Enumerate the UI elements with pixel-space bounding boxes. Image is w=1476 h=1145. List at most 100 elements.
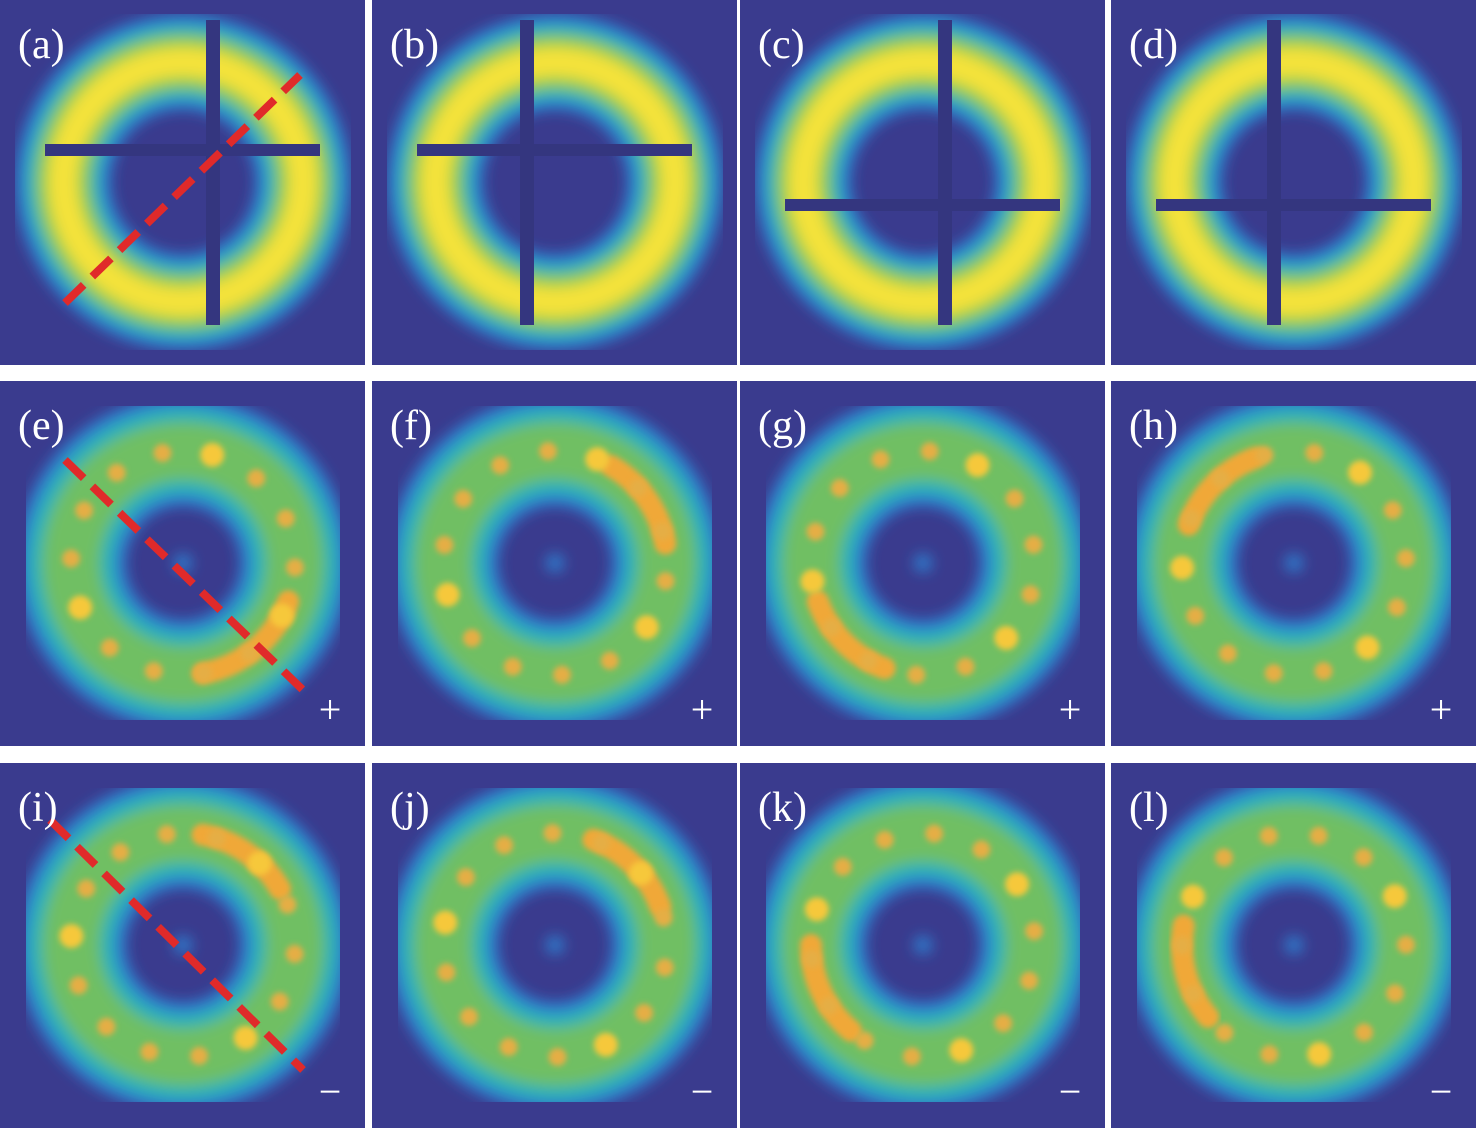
ring-layer xyxy=(420,47,690,317)
spot xyxy=(1170,555,1195,580)
spot xyxy=(59,924,84,949)
panel-label: (a) xyxy=(18,22,65,68)
spot xyxy=(925,824,944,843)
spot xyxy=(200,442,225,467)
panel: (a) xyxy=(0,0,365,365)
spot xyxy=(654,908,673,927)
spot xyxy=(543,824,562,843)
spot xyxy=(460,1007,479,1026)
spot xyxy=(1024,535,1043,554)
spot xyxy=(69,976,88,995)
spot xyxy=(1354,848,1373,867)
center-dot xyxy=(1285,936,1303,954)
panel-sign: − xyxy=(319,1069,342,1114)
spot xyxy=(1020,971,1039,990)
panel-sign: − xyxy=(1430,1069,1453,1114)
panel-label: (e) xyxy=(18,403,65,449)
center-dot xyxy=(546,936,564,954)
spot xyxy=(75,501,94,520)
center-dot xyxy=(914,936,932,954)
spot xyxy=(1182,509,1201,528)
spot xyxy=(859,651,878,670)
spot xyxy=(1386,984,1405,1003)
spot xyxy=(902,1047,921,1066)
spot xyxy=(1348,460,1373,485)
spot xyxy=(233,1025,258,1050)
spot xyxy=(1180,884,1205,909)
center-dot xyxy=(174,936,192,954)
cut xyxy=(785,199,1060,211)
ring xyxy=(1126,14,1462,350)
panel: (h) + xyxy=(1111,381,1476,746)
spot xyxy=(806,522,825,541)
spot xyxy=(1264,664,1283,683)
spot xyxy=(1005,872,1030,897)
spot xyxy=(1383,501,1402,520)
spot xyxy=(656,572,675,591)
spot xyxy=(153,443,172,462)
spot xyxy=(539,442,558,461)
spot xyxy=(1214,848,1233,867)
panel-label: (i) xyxy=(18,785,58,831)
spot xyxy=(819,996,838,1015)
spot xyxy=(144,662,163,681)
panel-label: (h) xyxy=(1129,403,1178,449)
spot xyxy=(62,549,81,568)
spot xyxy=(593,1032,618,1057)
spot xyxy=(503,657,522,676)
spot xyxy=(1355,1023,1374,1042)
spot xyxy=(1025,922,1044,941)
panel-label: (j) xyxy=(390,785,430,831)
spot xyxy=(1260,1045,1279,1064)
spot xyxy=(635,1003,654,1022)
ring xyxy=(755,14,1091,350)
spot xyxy=(1382,884,1407,909)
spot xyxy=(1218,644,1237,663)
spot xyxy=(871,450,890,469)
spot xyxy=(207,829,226,848)
spot xyxy=(1173,936,1192,955)
spot xyxy=(833,857,852,876)
spot xyxy=(456,868,475,887)
spot xyxy=(111,843,130,862)
spot xyxy=(1021,585,1040,604)
spot xyxy=(240,644,259,663)
spot xyxy=(247,851,272,876)
spot xyxy=(855,1031,874,1050)
spot xyxy=(802,949,821,968)
spot xyxy=(548,1047,567,1066)
panel: (b) xyxy=(372,0,737,365)
spot xyxy=(552,665,571,684)
spot xyxy=(1259,826,1278,845)
spot xyxy=(499,1037,518,1056)
spot xyxy=(994,1014,1013,1033)
panel: (c) xyxy=(740,0,1105,365)
cut xyxy=(206,20,220,325)
spot xyxy=(285,558,304,577)
spot xyxy=(1186,606,1205,625)
spot xyxy=(920,442,939,461)
ring xyxy=(15,14,351,350)
spot xyxy=(600,651,619,670)
spot xyxy=(462,629,481,648)
spot xyxy=(100,638,119,657)
spot xyxy=(454,489,473,508)
spot xyxy=(585,447,610,472)
panel-label: (f) xyxy=(390,403,432,449)
panel: (j) − xyxy=(372,763,737,1128)
panel: (f) + xyxy=(372,381,737,746)
spot xyxy=(68,595,93,620)
spot xyxy=(194,664,213,683)
panel-label: (b) xyxy=(390,22,439,68)
spot xyxy=(629,478,648,497)
spot xyxy=(276,509,295,528)
cut xyxy=(417,144,692,156)
spot xyxy=(140,1042,159,1061)
spot xyxy=(1396,549,1415,568)
spot xyxy=(77,879,96,898)
panel: (i) − xyxy=(0,763,365,1128)
spot xyxy=(495,836,514,855)
panel-label: (d) xyxy=(1129,22,1178,68)
panel: (l) − xyxy=(1111,763,1476,1128)
